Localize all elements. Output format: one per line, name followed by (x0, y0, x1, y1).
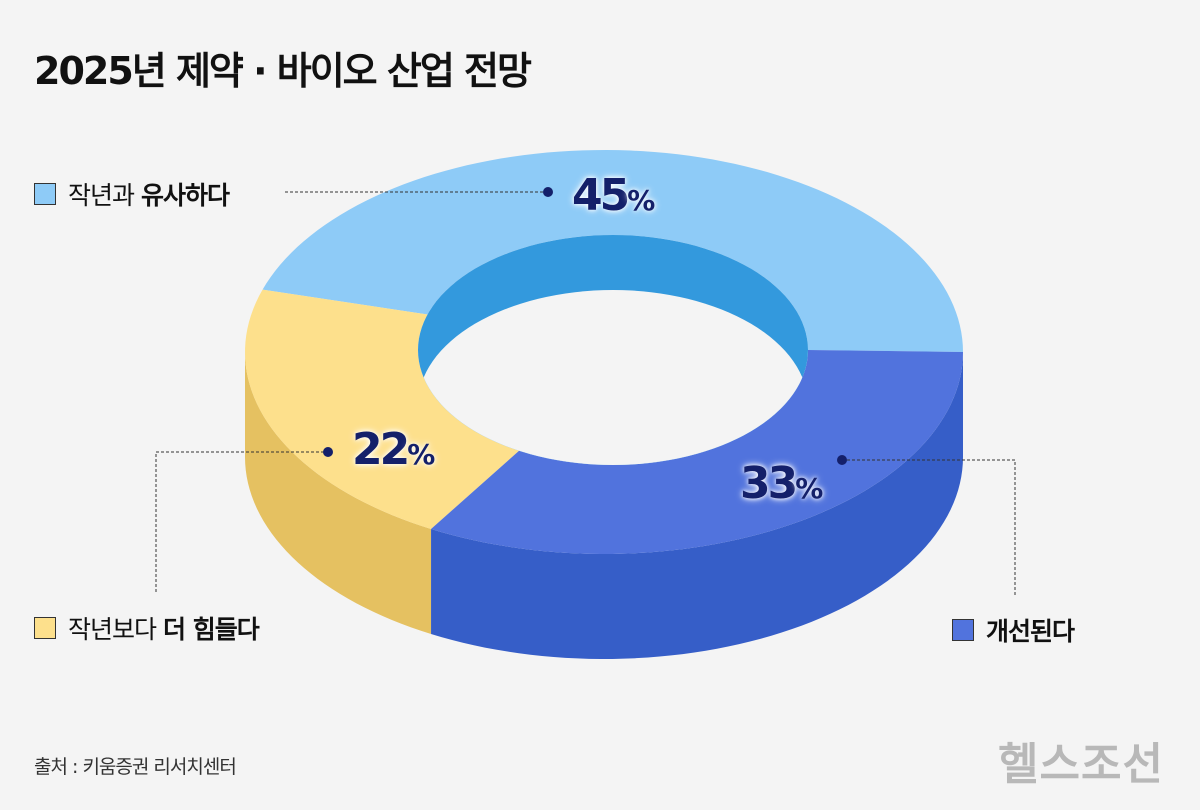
legend-item-similar: 작년과 유사하다 (34, 176, 230, 212)
data-label-improve: 33% (740, 458, 824, 509)
slice-2 (431, 350, 964, 554)
legend-label: 작년보다 (68, 615, 157, 644)
leader-dot-2 (837, 455, 847, 465)
leader-dot-0 (543, 187, 553, 197)
legend-swatch (34, 617, 56, 639)
legend-swatch (952, 619, 974, 641)
data-label-harder: 22% (352, 424, 436, 475)
legend-label: 작년과 (68, 181, 135, 210)
slice-1 (245, 289, 520, 530)
legend-label-bold: 더 힘들다 (163, 615, 260, 644)
data-label-similar: 45% (572, 170, 656, 221)
page-title: 2025년 제약 · 바이오 산업 전망 (34, 49, 532, 93)
source-note: 출처 : 키움증권 리서치센터 (34, 756, 237, 778)
legend-swatch (34, 183, 56, 205)
logo: 헬스조선 (998, 739, 1164, 790)
leader-dot-1 (323, 447, 333, 457)
legend-item-harder: 작년보다 더 힘들다 (34, 610, 260, 646)
side-wall-2 (431, 352, 964, 659)
side-wall-1 (245, 352, 432, 635)
leader-line-2 (842, 459, 1016, 596)
slice-0 (262, 150, 964, 352)
leader-line-1 (155, 451, 328, 592)
legend-label-bold: 개선된다 (986, 617, 1075, 646)
legend-label-bold: 유사하다 (141, 181, 230, 210)
legend-item-improve: 개선된다 (952, 612, 1075, 648)
